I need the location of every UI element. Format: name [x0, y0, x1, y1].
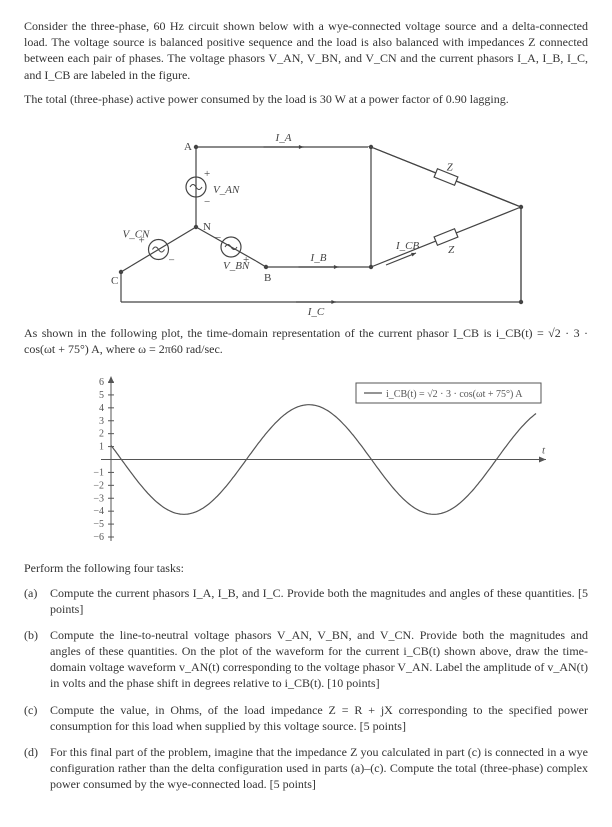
svg-text:V_BN: V_BN	[223, 260, 250, 272]
svg-text:1: 1	[99, 442, 104, 453]
task-a: (a) Compute the current phasors I_A, I_B…	[24, 585, 588, 617]
circuit-figure-wrap: NABC+−V_AN+−V_BN+−V_CNI_AI_BI_CZZI_CB	[24, 117, 588, 317]
task-b-label: (b)	[24, 627, 50, 692]
svg-text:−: −	[204, 196, 210, 208]
svg-text:−1: −1	[93, 468, 104, 479]
svg-text:t: t	[542, 445, 546, 457]
task-a-text: Compute the current phasors I_A, I_B, an…	[50, 585, 588, 617]
svg-text:I_B: I_B	[310, 252, 327, 264]
task-b-text: Compute the line-to-neutral voltage phas…	[50, 627, 588, 692]
svg-text:A: A	[184, 141, 192, 153]
task-c-label: (c)	[24, 702, 50, 734]
svg-text:2: 2	[99, 429, 104, 440]
svg-text:Z: Z	[447, 162, 454, 174]
svg-text:4: 4	[99, 403, 104, 414]
task-d-text: For this final part of the problem, imag…	[50, 744, 588, 793]
svg-text:3: 3	[99, 416, 104, 427]
svg-text:I_CB: I_CB	[395, 240, 420, 252]
task-c-text: Compute the value, in Ohms, of the load …	[50, 702, 588, 734]
svg-text:−5: −5	[93, 519, 104, 530]
svg-text:5: 5	[99, 390, 104, 401]
plot-figure-wrap: t −6 −5 −4−3 −2 −1 1 2 3 4 5 6 i_CB(t) = √2 · 3 · co…	[24, 367, 588, 552]
svg-text:+: +	[204, 168, 210, 180]
task-c: (c) Compute the value, in Ohms, of the l…	[24, 702, 588, 734]
svg-text:i_CB(t) = √2 · 3 · cos(ωt + 75: i_CB(t) = √2 · 3 · cos(ωt + 75°) A	[386, 389, 523, 400]
svg-text:−4: −4	[93, 506, 104, 517]
svg-text:B: B	[264, 272, 271, 284]
task-a-label: (a)	[24, 585, 50, 617]
between-paragraph: As shown in the following plot, the time…	[24, 325, 588, 357]
svg-text:I_C: I_C	[307, 306, 325, 317]
svg-text:−2: −2	[93, 481, 104, 492]
intro-paragraph-2: The total (three-phase) active power con…	[24, 91, 588, 107]
svg-text:−: −	[215, 232, 221, 244]
task-d: (d) For this final part of the problem, …	[24, 744, 588, 793]
svg-text:N: N	[203, 221, 211, 233]
waveform-plot: t −6 −5 −4−3 −2 −1 1 2 3 4 5 6 i_CB(t) = √2 · 3 · co…	[56, 367, 556, 552]
svg-text:−6: −6	[93, 532, 104, 543]
circuit-diagram: NABC+−V_AN+−V_BN+−V_CNI_AI_BI_CZZI_CB	[66, 117, 546, 317]
tasks-intro: Perform the following four tasks:	[24, 560, 588, 576]
svg-text:V_CN: V_CN	[123, 228, 151, 240]
intro-paragraph-1: Consider the three-phase, 60 Hz circuit …	[24, 18, 588, 83]
svg-text:I_A: I_A	[275, 132, 292, 144]
svg-text:6: 6	[99, 377, 104, 388]
svg-text:−: −	[169, 254, 175, 266]
svg-text:V_AN: V_AN	[213, 184, 240, 196]
svg-text:C: C	[111, 275, 118, 287]
svg-text:Z: Z	[448, 244, 455, 256]
task-d-label: (d)	[24, 744, 50, 793]
svg-text:−3: −3	[93, 494, 104, 505]
task-b: (b) Compute the line-to-neutral voltage …	[24, 627, 588, 692]
task-list: (a) Compute the current phasors I_A, I_B…	[24, 585, 588, 793]
